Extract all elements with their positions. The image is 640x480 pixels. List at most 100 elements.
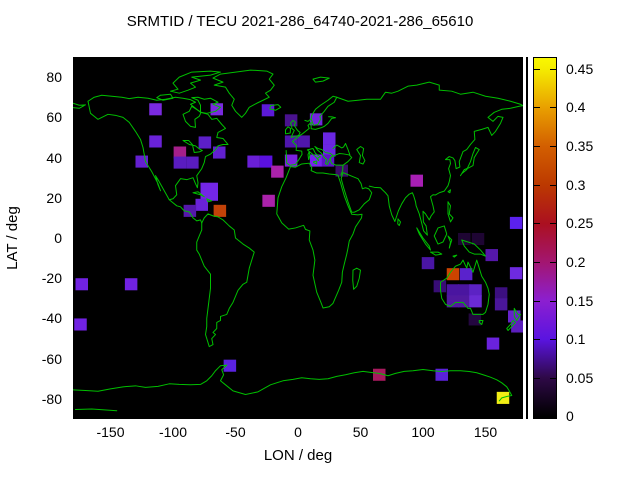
y-tick-label: 20 (46, 189, 62, 206)
colorbar-tick (534, 223, 540, 225)
colorbar-tick (534, 416, 540, 418)
heatmap-cell (459, 268, 473, 281)
heatmap-cell (200, 182, 218, 201)
colorbar-tick-label: 0 (566, 408, 574, 425)
heatmap-cell (485, 249, 498, 262)
heatmap-cell (468, 313, 482, 326)
colorbar-tick-label: 0.3 (566, 176, 586, 193)
colorbar (533, 57, 557, 419)
heatmap-cell (213, 204, 227, 217)
heatmap-cell (421, 257, 435, 270)
colorbar-tick (534, 339, 540, 341)
colorbar-tick-label: 0.05 (566, 369, 594, 386)
heatmap-cell (284, 135, 298, 148)
colorbar-tick (534, 146, 540, 148)
colorbar-tick (550, 107, 556, 109)
x-tick-label: -150 (96, 424, 125, 440)
heatmap-cell (323, 132, 336, 145)
coastline-africa (277, 163, 362, 308)
heatmap-cell (186, 156, 199, 169)
coastline-asia-north (337, 82, 523, 106)
colorbar-tick (534, 377, 540, 379)
colorbar-tick (550, 68, 556, 70)
chart-title: SRMTID / TECU 2021-286_64740-2021-286_65… (126, 13, 474, 30)
colorbar-tick-label: 0.15 (566, 292, 594, 309)
coastline-asia-islands (398, 148, 486, 258)
colorbar-tick (534, 68, 540, 70)
heatmap-cell (446, 284, 460, 297)
colorbar-tick (550, 223, 556, 225)
heatmap-cell (494, 298, 508, 311)
x-tick-label: 100 (411, 424, 435, 440)
colorbar-tick (550, 377, 556, 379)
colorbar-tick (550, 184, 556, 186)
heatmap-cell (75, 278, 88, 291)
heatmap-cell (471, 232, 485, 246)
heatmap-cell (469, 295, 482, 308)
heatmap-cell (74, 318, 87, 331)
x-tick-label: 150 (473, 424, 498, 440)
heatmap-cell (486, 337, 500, 350)
colorbar-tick-label: 0.45 (566, 60, 594, 77)
heatmap-cell (458, 284, 471, 297)
coastline-antarctica (73, 365, 512, 411)
colorbar-tick (534, 184, 540, 186)
heatmap-cell (509, 267, 523, 280)
colorbar-tick (550, 146, 556, 148)
coastline-arabia (341, 173, 372, 213)
heatmap-cell (284, 114, 298, 127)
y-tick-label: 40 (46, 149, 62, 166)
coastline-arctic-islands (73, 71, 221, 113)
plot-background (73, 57, 523, 419)
colorbar-tick-label: 0.35 (566, 138, 594, 155)
plot-right-divider (526, 57, 528, 419)
colorbar-tick-label: 0.25 (566, 215, 594, 232)
coastline-north-america-west (88, 101, 202, 223)
coastline-mediterranean (307, 143, 365, 175)
colorbar-tick-label: 0.2 (566, 253, 586, 270)
heatmap-cell (173, 156, 187, 169)
heatmap-cell (195, 198, 208, 211)
heatmap-cell (435, 368, 448, 381)
y-tick-label: -80 (41, 390, 62, 407)
heatmap-cell (323, 144, 336, 157)
coastline-greenland (213, 70, 329, 117)
heatmap-cell (446, 268, 460, 281)
heatmap-cell (261, 104, 275, 117)
heatmap-cell (149, 103, 162, 116)
coastline-north-america-east (88, 95, 228, 200)
colorbar-tick (550, 300, 556, 302)
coastline-australia (441, 260, 521, 330)
y-tick-label: 60 (46, 109, 62, 126)
map-plot (73, 57, 523, 419)
heatmap-cell (210, 103, 223, 116)
y-tick-label: 80 (46, 69, 62, 86)
heatmap-cell (494, 287, 508, 300)
heatmap-cell (223, 359, 237, 372)
coastline-great-lakes (183, 140, 202, 152)
y-tick-label: -40 (41, 310, 62, 327)
colorbar-tick (550, 261, 556, 263)
x-tick-label: -50 (225, 424, 246, 440)
heatmap-cell (173, 146, 187, 159)
colorbar-tick (550, 416, 556, 418)
heatmap-cell (373, 368, 386, 381)
heatmap-cell (458, 232, 471, 246)
heatmap-cell (410, 174, 423, 187)
heatmap-cell (262, 194, 275, 207)
heatmap-cell (247, 155, 260, 168)
heatmap-cell (446, 295, 460, 308)
y-tick-label: -20 (41, 270, 62, 287)
heatmap-cell (135, 155, 148, 168)
heatmap-cell (511, 320, 523, 333)
heatmap-cell (297, 135, 310, 148)
heatmap-cell (124, 278, 138, 291)
coastline-south-america (193, 192, 254, 347)
y-tick-label: 0 (54, 230, 62, 246)
heatmap-cell (469, 284, 482, 297)
heatmap-cell (259, 155, 273, 168)
coastline-asia-south (369, 106, 523, 236)
colorbar-tick (534, 300, 540, 302)
colorbar-tick-label: 0.1 (566, 331, 586, 348)
